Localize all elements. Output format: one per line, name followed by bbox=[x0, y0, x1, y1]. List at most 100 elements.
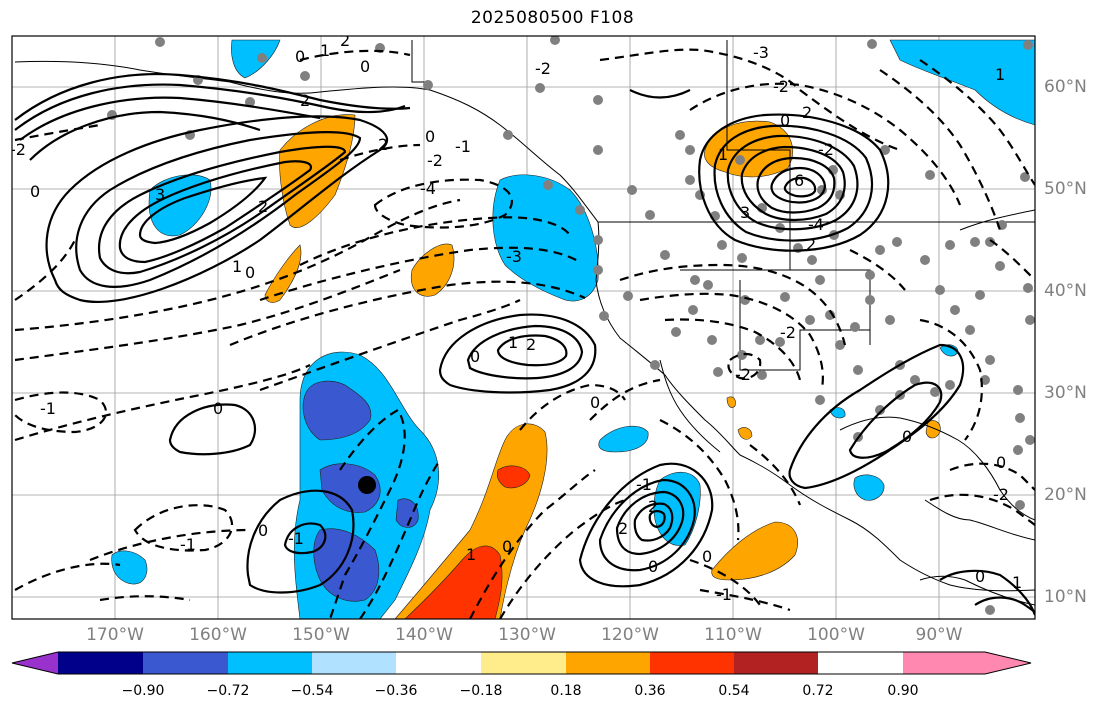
colorbar-tick-label: −0.72 bbox=[206, 683, 250, 699]
contour-label: 2 bbox=[802, 103, 812, 122]
contour-label: -1 bbox=[288, 529, 304, 548]
colorbar-tick-label: 0.18 bbox=[550, 683, 582, 699]
neg-area-alaska bbox=[231, 39, 281, 79]
contour-label: 2 bbox=[618, 519, 628, 538]
neg-area-small-1 bbox=[829, 407, 846, 419]
lon-label: 150°W bbox=[292, 625, 350, 645]
contour-label: 0 bbox=[648, 557, 658, 576]
lat-label: 60°N bbox=[1044, 77, 1087, 97]
contour-labels: 0 1 2 0 2 2 0 -1 -2 -4 -2 3 2 0 1 -2 0 -… bbox=[10, 31, 1022, 604]
contour-label: 2 bbox=[526, 335, 536, 354]
contour-label: -2 bbox=[735, 365, 751, 384]
lon-label: 170°W bbox=[86, 625, 144, 645]
contour-label: 0 bbox=[780, 111, 790, 130]
contour-label: -2 bbox=[993, 485, 1009, 504]
colorbar-tick-label: 0.90 bbox=[887, 683, 919, 699]
positive-contours bbox=[14, 72, 1035, 616]
contour-label: 1 bbox=[1012, 573, 1022, 592]
neg-area-gulf-alaska bbox=[492, 174, 599, 302]
map-frame bbox=[11, 35, 1036, 620]
colorbar-tick-label: −0.36 bbox=[374, 683, 418, 699]
contour-label: -1 bbox=[455, 137, 471, 156]
colorbar-tick-label: 0.72 bbox=[802, 683, 834, 699]
negative-shading bbox=[111, 39, 1035, 619]
contour-label: 0 bbox=[295, 47, 305, 66]
contour-label: 0 bbox=[996, 453, 1006, 472]
pos-area-plume-core-2 bbox=[496, 465, 531, 489]
contour-label: 2 bbox=[300, 91, 310, 110]
contour-label: -3 bbox=[506, 247, 522, 266]
neg-area-north-pacific bbox=[148, 174, 212, 237]
contour-label: -2 bbox=[780, 323, 796, 342]
neg-area-gulf bbox=[853, 474, 885, 501]
contour-label: -2 bbox=[818, 140, 834, 159]
contour-label: 0 bbox=[502, 537, 512, 556]
contour-label: 0 bbox=[702, 547, 712, 566]
contour-label: 0 bbox=[360, 57, 370, 76]
pos-area-small-3 bbox=[726, 396, 736, 408]
contour-label: 1 bbox=[718, 145, 728, 164]
colorbar-tick-label: −0.18 bbox=[459, 683, 503, 699]
lat-label: 20°N bbox=[1044, 485, 1087, 505]
contour-label: 2 bbox=[340, 31, 350, 50]
contour-label: -2 bbox=[10, 140, 26, 159]
lat-label: 50°N bbox=[1044, 179, 1087, 199]
contour-label: -4 bbox=[420, 179, 436, 198]
positive-shading bbox=[264, 114, 941, 619]
chart-title: 2025080500 F108 bbox=[470, 8, 635, 28]
contour-label: 0 bbox=[590, 393, 600, 412]
colorbar-tick-label: −0.54 bbox=[290, 683, 334, 699]
neg-area-core-2 bbox=[319, 463, 381, 513]
contour-label: 0 bbox=[258, 521, 268, 540]
contour-label: 3 bbox=[155, 185, 165, 204]
contour-label: 0 bbox=[470, 347, 480, 366]
neg-area-core-4 bbox=[395, 498, 419, 528]
lon-label: 110°W bbox=[704, 625, 762, 645]
colorbar-tick-label: 0.36 bbox=[634, 683, 666, 699]
neg-area-core-1 bbox=[302, 380, 372, 441]
contour-label: 0 bbox=[425, 127, 435, 146]
pos-area-small-1 bbox=[737, 427, 753, 440]
pos-area-small-2 bbox=[925, 420, 941, 439]
lon-label: 120°W bbox=[601, 625, 659, 645]
contour-label: -1 bbox=[716, 585, 732, 604]
contour-label: -2 bbox=[427, 151, 443, 170]
lat-label: 40°N bbox=[1044, 281, 1087, 301]
contour-label: 2 bbox=[378, 135, 388, 154]
contour-label: 2 bbox=[806, 235, 816, 254]
neg-area-mexico-coast bbox=[598, 425, 649, 453]
lat-label: 30°N bbox=[1044, 383, 1087, 403]
lon-label: 140°W bbox=[395, 625, 453, 645]
contour-label: 2 bbox=[648, 497, 658, 516]
lat-label: 10°N bbox=[1044, 587, 1087, 607]
neg-area-hudson bbox=[889, 39, 1035, 126]
contour-label: 0 bbox=[902, 427, 912, 446]
contour-label: 1 bbox=[232, 257, 242, 276]
lon-label: 100°W bbox=[807, 625, 865, 645]
lon-label: 90°W bbox=[915, 625, 963, 645]
contour-label: -4 bbox=[808, 215, 824, 234]
colorbar-tick-label: 0.54 bbox=[718, 683, 750, 699]
negative-contours bbox=[14, 48, 1035, 619]
contour-label: -3 bbox=[753, 43, 769, 62]
lon-label: 130°W bbox=[498, 625, 556, 645]
neg-area-core-3 bbox=[313, 528, 380, 602]
contour-label: 1 bbox=[995, 65, 1005, 84]
contour-label: -2 bbox=[773, 77, 789, 96]
storm-center-marker bbox=[358, 476, 376, 494]
lon-label: 160°W bbox=[189, 625, 247, 645]
contour-label: 0 bbox=[213, 399, 223, 418]
contour-label: 0 bbox=[975, 567, 985, 586]
pos-area-east-pacific bbox=[711, 521, 798, 581]
contour-label: 6 bbox=[794, 171, 804, 190]
contour-label: 3 bbox=[740, 203, 750, 222]
contour-label: 0 bbox=[30, 182, 40, 201]
contour-label: -2 bbox=[535, 59, 551, 78]
pos-area-plume-core bbox=[404, 545, 503, 619]
contour-label: -1 bbox=[180, 535, 196, 554]
contour-label: 1 bbox=[320, 41, 330, 60]
contour-label: -1 bbox=[636, 475, 652, 494]
coastlines bbox=[14, 40, 1035, 606]
contour-label: 2 bbox=[258, 197, 268, 216]
